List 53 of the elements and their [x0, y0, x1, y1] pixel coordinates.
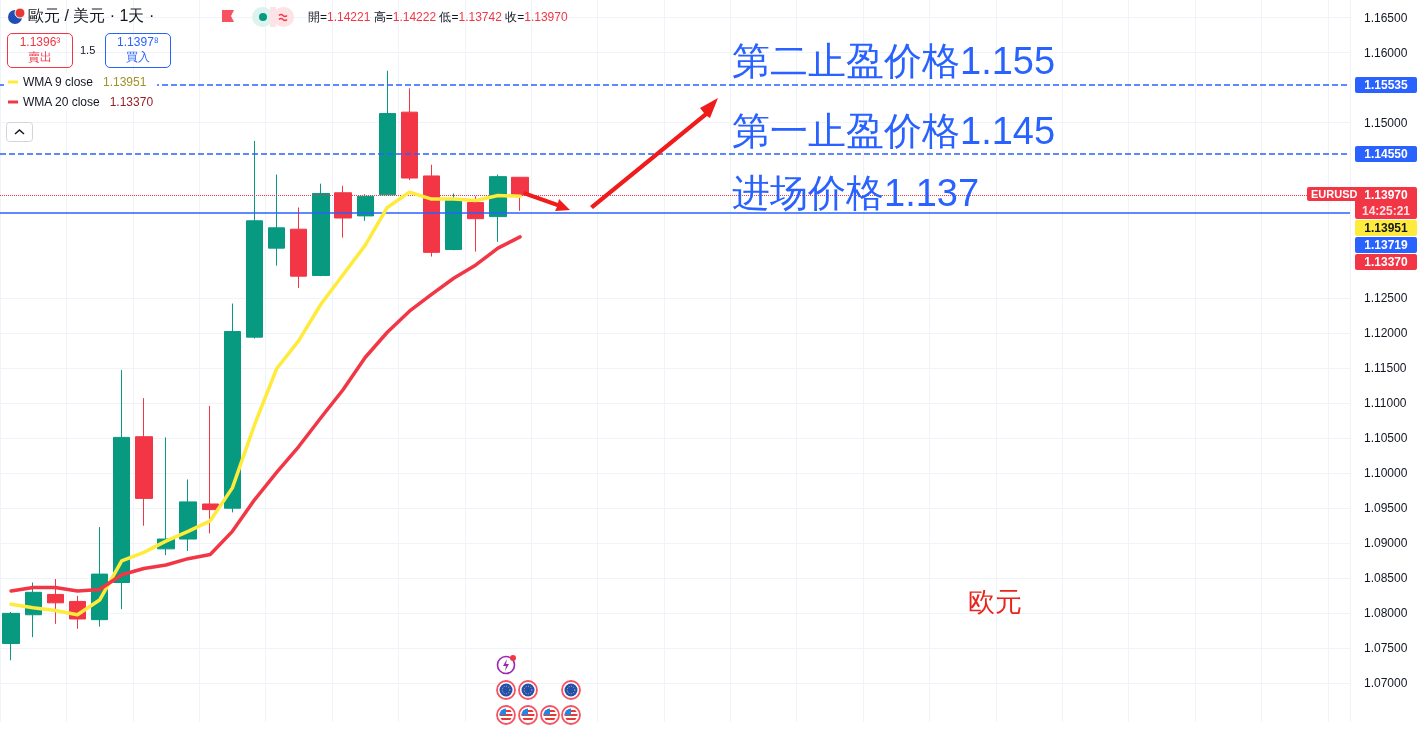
text: 1.13951	[1364, 220, 1408, 235]
candlestick	[202, 405, 219, 534]
candlestick	[290, 206, 307, 289]
legend-label: WMA 20 close	[23, 95, 104, 109]
text: 開=1.14221 高=1.14222 低=1.13742 收=1.13970	[308, 10, 568, 24]
y-tick-label: 1.07500	[1364, 641, 1408, 656]
y-tick-label: 1.11000	[1364, 396, 1407, 411]
annotation: EURUSD	[1307, 186, 1362, 201]
y-tick-label: 1.09500	[1364, 501, 1408, 516]
y-tick-label: 1.15000	[1364, 115, 1408, 130]
y-tick-label: 1.12500	[1364, 290, 1408, 305]
candlestick	[357, 193, 374, 222]
annotation: 買入	[125, 50, 151, 65]
ref-line-label: 1.13719	[1355, 236, 1417, 253]
y-tick-label: 1.09000	[1364, 536, 1408, 551]
annotation: 1.5	[80, 44, 96, 56]
candlestick	[401, 87, 418, 181]
y-tick-label: 1.10500	[1364, 431, 1408, 446]
annotation: 第二止盈价格1.155	[732, 39, 1056, 84]
y-tick-label: 1.10000	[1364, 466, 1408, 481]
candlestick	[113, 369, 130, 610]
candlestick	[224, 303, 241, 513]
annotation: 欧元	[968, 586, 1022, 619]
y-tick-label: 1.12000	[1364, 325, 1408, 340]
y-tick-label: 1.11500	[1364, 361, 1407, 376]
candlestick	[246, 140, 263, 340]
candlestick	[312, 183, 330, 277]
text: 14:25:21	[1360, 202, 1411, 219]
text: 1.13370	[1364, 254, 1408, 269]
candlestick	[379, 70, 396, 196]
annotation: 第一止盈价格1.145	[732, 109, 1056, 154]
annotation: 1.1396³	[18, 35, 62, 50]
annotation: 进场价格1.137	[732, 171, 980, 216]
y-tick-label: 1.16500	[1364, 10, 1408, 25]
candlestick	[445, 192, 462, 251]
candlestick	[179, 478, 197, 552]
annotation: 1.13370	[109, 95, 154, 109]
ref-line-label: 1.15535	[1355, 77, 1417, 94]
y-tick-label: 1.07000	[1364, 676, 1408, 691]
chart-title: 歐元 / 美元 · 1天 ·	[28, 6, 155, 26]
candlestick	[268, 174, 285, 267]
line-series	[9, 190, 522, 617]
candlestick	[135, 397, 153, 527]
candlestick	[2, 611, 20, 661]
annotation: 1.13951	[103, 75, 147, 89]
legend-label: WMA 9 close	[23, 75, 97, 89]
y-tick-label: 1.16000	[1364, 45, 1408, 60]
y-tick-label: 1.08500	[1364, 571, 1408, 586]
annotation: 賣出	[27, 50, 53, 65]
ref-line-label: 1.14550	[1355, 146, 1417, 163]
ref-line-label: 1.13970	[1364, 187, 1408, 202]
annotation: 1.1397⁸	[116, 35, 160, 50]
y-tick-label: 1.08000	[1364, 606, 1408, 621]
